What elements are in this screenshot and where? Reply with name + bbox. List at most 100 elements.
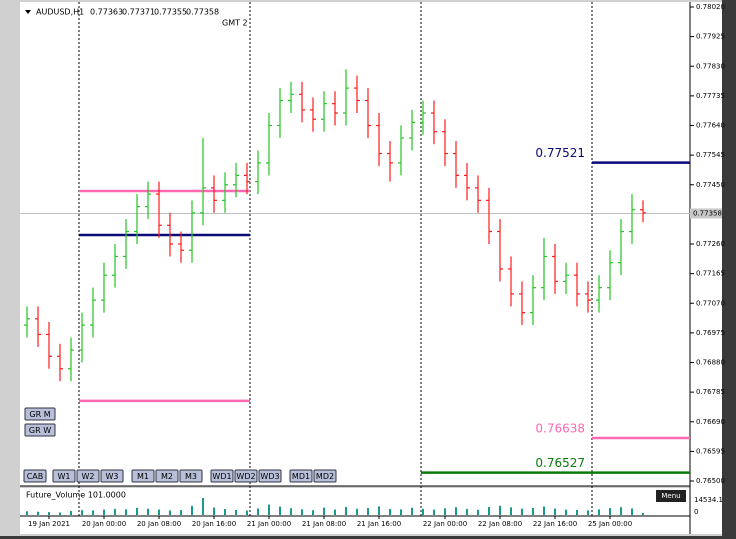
volume-bar [499,505,501,515]
volume-bar [81,510,83,515]
x-tick-label: 21 Jan 08:00 [302,520,346,528]
quote-value: 0.77355 [154,8,187,17]
button-label: M3 [185,472,197,481]
volume-bar [510,507,512,515]
timezone: GMT 2 [222,19,248,28]
button-face [179,469,203,483]
button-label: GR M [29,410,50,419]
button[interactable]: GR M [24,407,56,421]
volume-bar [543,506,545,515]
y-tick-label: 0.76595 [696,447,725,455]
volume-bar [422,508,424,515]
button[interactable]: M2 [155,469,179,483]
volume-bar [290,508,292,515]
volume-bar [631,508,633,515]
volume-bar [455,507,457,515]
y-tick-label: 0.77450 [696,181,725,189]
volume-bar [92,510,94,515]
volume-bar [378,506,380,515]
button[interactable]: WD1 [210,469,234,483]
y-tick-label: 0.76500 [696,477,725,485]
button[interactable]: MD1 [289,469,313,483]
volume-bar [191,505,193,515]
button-face [131,469,155,483]
button-face [313,469,337,483]
button-face [76,469,100,483]
y-tick-label: 0.77640 [696,122,725,130]
button-face [234,469,258,483]
x-tick-label: 21 Jan 00:00 [247,520,291,528]
volume-bar [323,507,325,515]
menu-button[interactable] [656,490,686,502]
button-label: GR W [29,426,51,435]
quote-value: 0.77363 [90,8,123,17]
button-label: W3 [106,472,119,481]
volume-bar [235,509,237,515]
button-label: WD1 [212,472,231,481]
last-price-box [690,208,722,219]
button-face [24,407,56,421]
volume-bar [444,508,446,515]
volume-bar [257,508,259,515]
button-label: W2 [82,472,95,481]
quote-value: 0.77371 [122,8,155,17]
volume-bar [301,509,303,515]
volume-bar [389,509,391,515]
button[interactable]: W2 [76,469,100,483]
button[interactable]: MD2 [313,469,337,483]
volume-bar [598,509,600,515]
button[interactable]: WD3 [258,469,282,483]
y-tick-label: 0.77260 [696,240,725,248]
x-tick-label: 19 Jan 2021 [28,520,70,528]
volume-bar [532,507,534,515]
button[interactable]: M1 [131,469,155,483]
volume-bar [565,509,567,515]
level-label: 0.77521 [535,146,585,160]
button-label: M1 [137,472,149,481]
volume-title: Future_Volume 101.0000 [26,491,126,500]
x-tick-label: 21 Jan 16:00 [357,520,401,528]
volume-bar [136,507,138,515]
button[interactable]: W3 [100,469,124,483]
time-axis [20,516,722,534]
volume-bar [180,510,182,515]
y-tick-label: 0.78020 [696,3,725,11]
button-face [100,469,124,483]
x-tick-label: 20 Jan 00:00 [82,520,126,528]
y-tick-label: 0.76690 [696,418,725,426]
button[interactable]: M3 [179,469,203,483]
x-tick-label: 22 Jan 16:00 [533,520,577,528]
button[interactable]: W1 [52,469,76,483]
level-label: 0.76638 [535,421,585,435]
x-tick-label: 25 Jan 00:00 [588,520,632,528]
volume-bar [224,509,226,515]
volume-bar [433,509,435,515]
button[interactable]: GR W [24,423,56,437]
volume-bar [147,508,149,515]
button[interactable]: WD2 [234,469,258,483]
y-tick-label: 0.77735 [696,92,725,100]
volume-bar [576,509,578,515]
volume-bar [70,511,72,515]
y-tick-label: 0.77070 [696,299,725,307]
volume-bar [642,512,644,515]
volume-bar [345,506,347,515]
volume-bar [367,508,369,515]
volume-bar [114,508,116,515]
button-face [52,469,76,483]
y-tick-label: 0.76975 [696,329,725,337]
volume-bar [554,508,556,515]
y-tick-label: 0.77925 [696,33,725,41]
level-label: 0.76527 [535,456,585,470]
y-tick-label: 0.76880 [696,359,725,367]
button[interactable]: CAB [23,469,47,483]
button-face [258,469,282,483]
plot-area [20,2,690,486]
dropdown-icon[interactable] [25,10,31,14]
last-price-label: 0.77358 [693,209,722,217]
symbol: AUDUSD,H1 [36,8,84,17]
x-tick-label: 22 Jan 00:00 [423,520,467,528]
volume-bar [169,510,171,515]
button-label: MD2 [316,472,334,481]
